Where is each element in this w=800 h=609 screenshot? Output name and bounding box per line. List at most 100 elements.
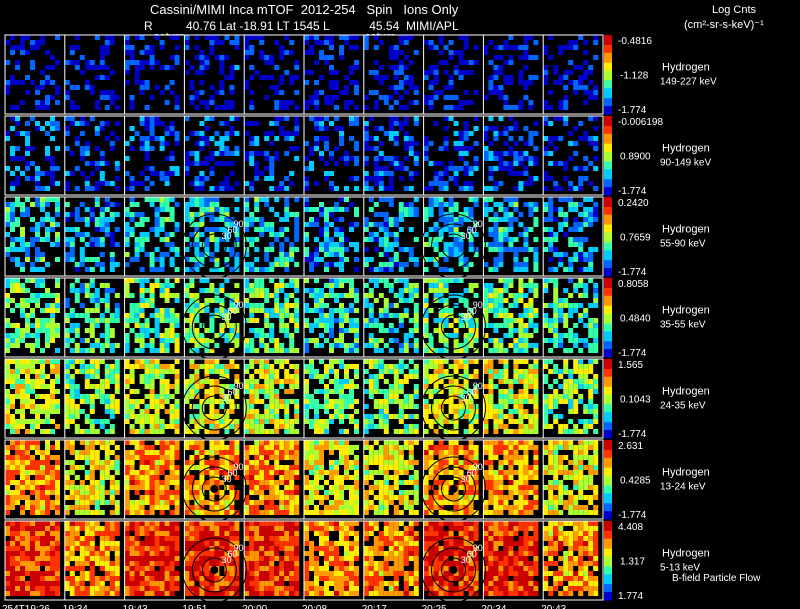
heatmap-cell — [588, 379, 594, 384]
heatmap-cell — [339, 247, 344, 252]
heatmap-cell — [553, 419, 559, 424]
heatmap-cell — [159, 348, 165, 353]
colorbar-step — [604, 44, 612, 48]
heatmap-cell — [74, 45, 80, 50]
heatmap-cell — [224, 227, 230, 232]
heatmap-cell — [533, 348, 539, 353]
colorbar-step — [604, 301, 612, 305]
heatmap-cell — [10, 298, 15, 303]
heatmap-cell — [204, 100, 210, 105]
contour-label: 60 — [467, 225, 477, 235]
heatmap-cell — [578, 399, 584, 404]
heatmap-cell — [413, 121, 419, 126]
heatmap-cell — [25, 166, 30, 171]
heatmap-cell — [493, 338, 499, 343]
heatmap-cell — [174, 100, 180, 105]
heatmap-cell — [154, 136, 160, 141]
heatmap-cell — [269, 404, 275, 409]
heatmap-cell — [563, 95, 569, 100]
heatmap-cell — [433, 222, 439, 227]
heatmap-cell — [55, 298, 60, 303]
heatmap-cell — [403, 374, 409, 379]
heatmap-cell — [508, 242, 514, 247]
heatmap-cell — [438, 333, 444, 338]
heatmap-cell — [533, 146, 539, 151]
heatmap-cell — [144, 364, 150, 369]
heatmap-cell — [279, 252, 285, 257]
heatmap-cell — [548, 237, 554, 242]
heatmap-cell — [518, 70, 524, 75]
heatmap-cell — [488, 242, 494, 247]
heatmap-cell — [289, 389, 295, 394]
heatmap-cell — [553, 65, 559, 70]
heatmap-cell — [20, 308, 25, 313]
heatmap-cell — [144, 80, 150, 85]
heatmap-cell — [349, 227, 354, 232]
heatmap-cell — [40, 500, 45, 505]
heatmap-cell — [423, 95, 429, 100]
heatmap-cell — [314, 404, 319, 409]
colorbar-step — [604, 412, 612, 415]
heatmap-cell — [199, 100, 205, 105]
heatmap-cell — [304, 197, 309, 202]
heatmap-cell — [443, 242, 449, 247]
heatmap-cell — [55, 197, 60, 202]
heatmap-cell — [50, 95, 55, 100]
colorbar-step — [604, 432, 612, 435]
heatmap-cell — [413, 116, 419, 121]
heatmap-cell — [453, 414, 459, 419]
heatmap-cell — [324, 35, 329, 40]
heatmap-cell — [513, 186, 519, 191]
heatmap-cell — [55, 505, 60, 510]
heatmap-cell — [55, 278, 60, 283]
heatmap-cell — [194, 414, 200, 419]
heatmap-cell — [339, 389, 344, 394]
heatmap-cell — [483, 333, 489, 338]
heatmap-cell — [15, 45, 20, 50]
heatmap-cell — [423, 141, 429, 146]
heatmap-cell — [503, 60, 509, 65]
heatmap-cell — [35, 490, 40, 495]
heatmap-cell — [149, 338, 155, 343]
heatmap-cell — [319, 50, 324, 55]
heatmap-cell — [428, 389, 434, 394]
heatmap-cell — [40, 126, 45, 131]
heatmap-cell — [94, 237, 100, 242]
heatmap-cell — [383, 156, 389, 161]
contour-label: 60 — [228, 225, 238, 235]
heatmap-cell — [234, 283, 240, 288]
heatmap-cell — [413, 424, 419, 429]
heatmap-cell — [468, 227, 474, 232]
heatmap-cell — [448, 161, 454, 166]
heatmap-cell — [398, 343, 404, 348]
heatmap-cell — [45, 505, 50, 510]
heatmap-cell — [55, 424, 60, 429]
heatmap-cell — [214, 369, 220, 374]
heatmap-cell — [368, 207, 374, 212]
heatmap-cell — [533, 429, 539, 434]
heatmap-cell — [209, 359, 215, 364]
heatmap-cell — [234, 197, 240, 202]
flow-caption: B-field Particle Flow — [672, 573, 761, 584]
heatmap-cell — [413, 197, 419, 202]
heatmap-cell — [274, 369, 280, 374]
heatmap-cell — [319, 318, 324, 323]
heatmap-cell — [468, 409, 474, 414]
heatmap-cell — [199, 55, 205, 60]
heatmap-cell — [588, 212, 594, 217]
heatmap-cell — [40, 207, 45, 212]
heatmap-cell — [279, 242, 285, 247]
heatmap-cell — [30, 369, 35, 374]
heatmap-cell — [269, 156, 275, 161]
heatmap-cell — [55, 440, 60, 445]
heatmap-cell — [139, 313, 145, 318]
heatmap-cell — [154, 232, 160, 237]
heatmap-cell — [149, 146, 155, 151]
heatmap-cell — [553, 379, 559, 384]
heatmap-cell — [503, 308, 509, 313]
heatmap-cell — [74, 35, 80, 40]
heatmap-cell — [199, 338, 205, 343]
heatmap-cell — [354, 348, 359, 353]
heatmap-cell — [35, 40, 40, 45]
heatmap-cell — [45, 65, 50, 70]
